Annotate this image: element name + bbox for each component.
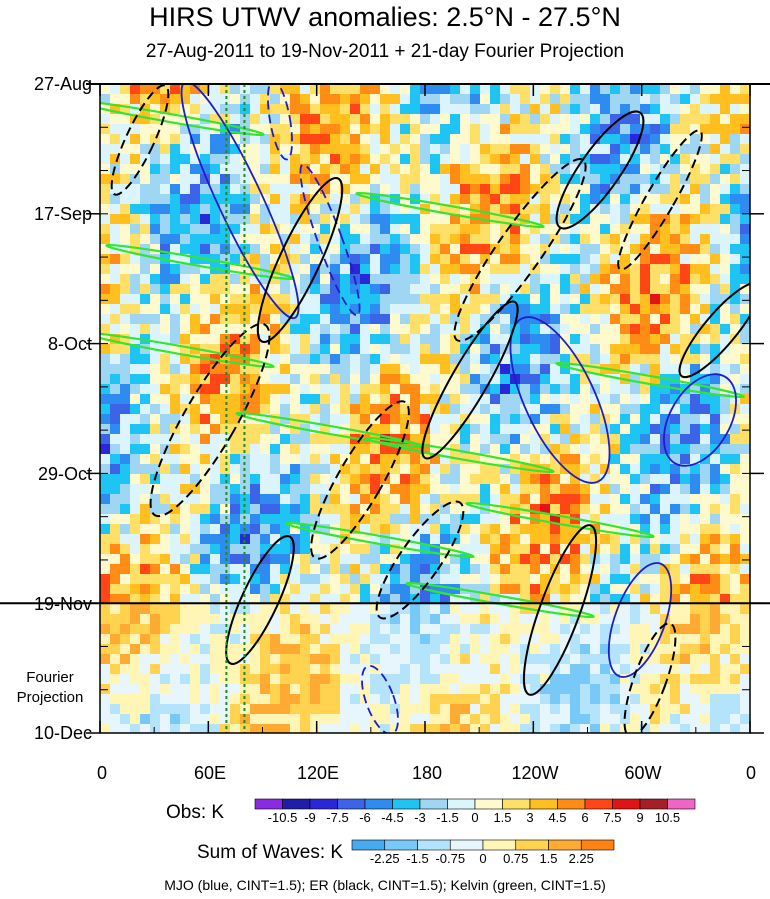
kelvin-contour (100, 331, 275, 369)
obs-colorbar-swatch (474, 798, 503, 810)
waves-colorbar-swatch (580, 839, 615, 851)
obs-colorbar-label: 0 (471, 810, 479, 825)
obs-colorbar-label: 1.5 (493, 810, 512, 825)
waves-colorbar-label: -0.75 (435, 851, 466, 866)
obs-colorbar-swatch (557, 798, 586, 810)
er-contour (555, 110, 645, 230)
y-tick-label-19-nov: 19-Nov (33, 594, 92, 614)
kelvin-contour (235, 411, 425, 449)
obs-colorbar-title: Obs: K (166, 802, 225, 823)
kelvin-contour (355, 191, 545, 229)
x-tick-label-180: 180 (411, 763, 443, 783)
waves-colorbar-label: 2.25 (568, 851, 594, 866)
waves-colorbar-label: 0 (479, 851, 487, 866)
mjo-contour (663, 373, 737, 467)
y-tick-label-10-dec: 10-Dec (33, 723, 92, 743)
er-contour (617, 129, 703, 271)
mjo-contour (361, 664, 399, 733)
waves-colorbar-label: -1.5 (406, 851, 429, 866)
obs-colorbar-swatch (502, 798, 531, 810)
obs-colorbar-swatch (419, 798, 448, 810)
chart-title: HIRS UTWV anomalies: 2.5°N - 27.5°N (149, 2, 621, 32)
obs-colorbar-label: 9 (636, 810, 644, 825)
obs-colorbar-label: -4.5 (381, 810, 404, 825)
mjo-contour (607, 562, 673, 678)
x-tick-label-0-right: 0 (745, 763, 756, 783)
er-contour (149, 322, 271, 518)
obs-colorbar-label: -6 (359, 810, 371, 825)
mjo-contour (509, 316, 611, 484)
obs-colorbar-label: -10.5 (267, 810, 298, 825)
obs-colorbar-swatch (309, 798, 338, 810)
chart-subtitle: 27-Aug-2011 to 19-Nov-2011 + 21-day Four… (145, 41, 625, 62)
er-contour (310, 400, 410, 560)
kelvin-contour (465, 501, 655, 539)
y-tick-label-27-aug: 27-Aug (33, 74, 92, 94)
kelvin-contour (555, 361, 745, 399)
footer-legend: MJO (blue, CINT=1.5); ER (black, CINT=1.… (164, 877, 606, 893)
x-tick-label-120w: 120W (511, 763, 559, 783)
y-tick-label-17-sep: 17-Sep (33, 204, 92, 224)
fourier-label-line1: Fourier (26, 669, 74, 686)
obs-colorbar-swatch (254, 798, 283, 810)
obs-colorbar-swatch (529, 798, 558, 810)
waves-colorbar-swatch (548, 839, 582, 851)
er-contour (110, 84, 170, 196)
waves-colorbar-swatch (351, 839, 386, 851)
waves-colorbar-swatch (482, 839, 517, 851)
x-tick-label-0: 0 (96, 763, 107, 783)
fourier-projection-label: Fourier Projection (8, 668, 92, 708)
kelvin-contour (285, 521, 475, 559)
kelvin-contour (100, 99, 265, 137)
er-contour (256, 176, 344, 344)
waves-colorbar-label: 0.75 (503, 851, 529, 866)
x-tick-label-60e: 60E (193, 763, 227, 783)
obs-colorbar-swatch (584, 798, 613, 810)
waves-colorbar-label: 1.5 (539, 851, 558, 866)
waves-colorbar-swatch (384, 839, 418, 851)
obs-colorbar-label: 10.5 (654, 810, 681, 825)
obs-colorbar-label: -9 (304, 810, 316, 825)
obs-colorbar-swatch (447, 798, 476, 810)
er-contour (623, 622, 677, 733)
fourier-label-line2: Projection (16, 689, 84, 706)
mjo-contour (299, 163, 361, 317)
kelvin-contour (365, 436, 555, 474)
waves-colorbar-label: -2.25 (369, 851, 400, 866)
obs-colorbar-label: -1.5 (436, 810, 459, 825)
waves-colorbar-title: Sum of Waves: K (197, 842, 344, 863)
obs-colorbar-label: 3 (526, 810, 534, 825)
er-contour (678, 281, 750, 379)
obs-colorbar-swatch (392, 798, 421, 810)
obs-colorbar-swatch (364, 798, 393, 810)
mjo-contour (267, 84, 293, 161)
obs-colorbar-label: 7.5 (603, 810, 622, 825)
obs-colorbar-swatch (282, 798, 311, 810)
obs-colorbar-swatch (612, 798, 641, 810)
obs-colorbar-label: -7.5 (326, 810, 349, 825)
obs-colorbar-swatch (337, 798, 366, 810)
obs-colorbar-swatch (667, 798, 696, 810)
obs-colorbar-swatch (639, 798, 668, 810)
x-tick-label-120e: 120E (296, 763, 340, 783)
y-tick-label-8-oct: 8-Oct (47, 334, 92, 354)
er-contour (375, 500, 465, 620)
obs-colorbar-label: 6 (581, 810, 589, 825)
mjo-contour (180, 84, 300, 320)
er-contour (421, 300, 519, 460)
wave-contours (100, 84, 750, 733)
er-contour (225, 535, 295, 665)
obs-colorbar-label: 4.5 (548, 810, 567, 825)
waves-colorbar-swatch (515, 839, 549, 851)
waves-colorbar-swatch (449, 839, 484, 851)
x-tick-label-60w: 60W (624, 763, 662, 783)
y-tick-label-29-oct: 29-Oct (37, 464, 92, 484)
waves-colorbar-swatch (417, 839, 451, 851)
obs-colorbar-label: -3 (414, 810, 426, 825)
